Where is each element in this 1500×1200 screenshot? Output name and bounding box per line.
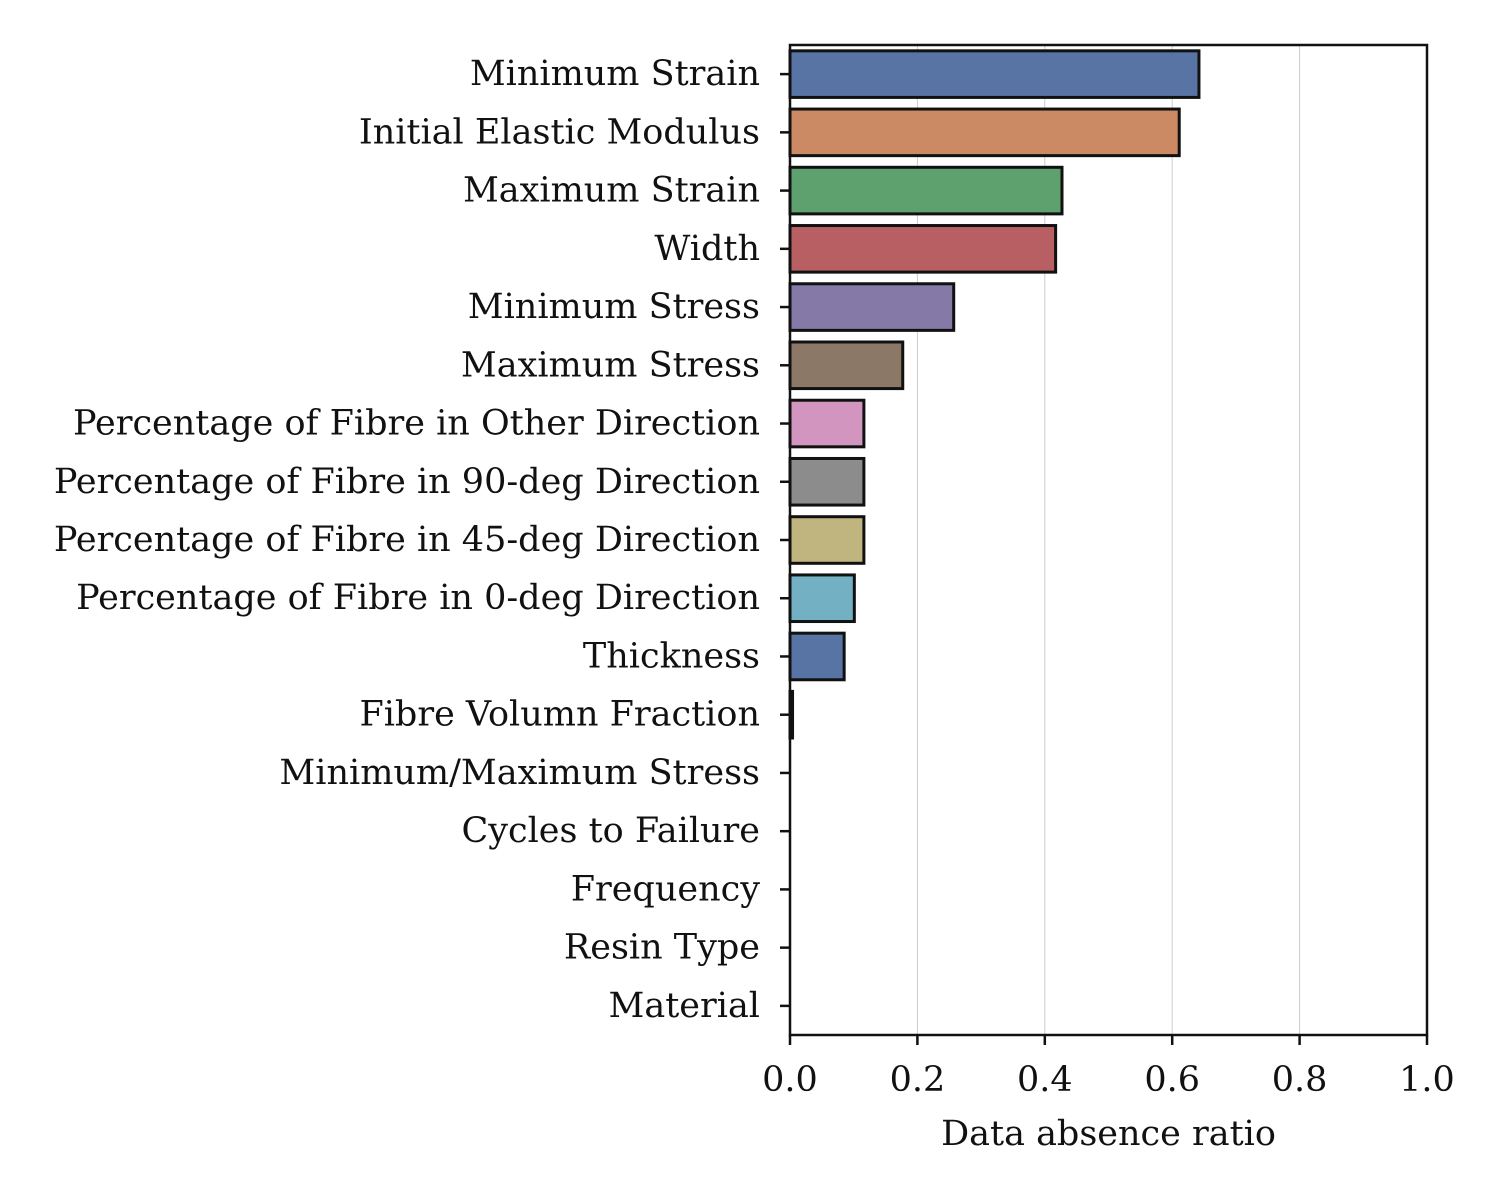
x-tick-label: 0.0 [762, 1060, 818, 1100]
y-tick-label: Percentage of Fibre in 0-deg Direction [76, 578, 760, 618]
bar [788, 631, 846, 682]
y-tick-label: Initial Elastic Modulus [359, 112, 760, 152]
x-tick-label: 0.6 [1144, 1060, 1200, 1100]
y-tick-label: Maximum Strain [463, 171, 760, 211]
bar [788, 573, 856, 624]
bar [788, 49, 1201, 99]
bar [788, 398, 866, 449]
y-tick-label: Width [654, 229, 760, 269]
y-tick-label: Fibre Volumn Fraction [359, 695, 760, 735]
x-axis-title: Data absence ratio [941, 1114, 1276, 1154]
axes [780, 43, 1429, 1045]
bar [788, 282, 956, 332]
x-tick-label: 0.2 [890, 1060, 946, 1100]
x-tick-label: 0.8 [1272, 1060, 1328, 1100]
y-tick-label: Percentage of Fibre in 90-deg Direction [54, 462, 760, 502]
y-tick-label: Material [609, 986, 760, 1026]
y-tick-label: Minimum Stress [468, 287, 760, 327]
bar [788, 515, 866, 565]
y-tick-label: Cycles to Failure [461, 811, 760, 851]
bar [788, 165, 1064, 216]
y-tick-label: Percentage of Fibre in Other Direction [73, 404, 760, 444]
y-tick-label: Minimum Strain [470, 54, 760, 94]
bar [788, 107, 1181, 158]
bar [788, 456, 866, 507]
y-tick-label: Frequency [571, 869, 761, 909]
plot-frame [788, 43, 1429, 1037]
x-tick-label: 1.0 [1399, 1060, 1455, 1100]
x-tick-label: 0.4 [1017, 1060, 1073, 1100]
y-tick-label: Maximum Stress [461, 345, 760, 385]
bar [788, 340, 905, 391]
y-tick-label: Percentage of Fibre in 45-deg Direction [54, 520, 760, 560]
labels: Minimum Strain Initial Elastic Modulus Max… [54, 54, 1455, 1100]
y-tick-label: Minimum/Maximum Stress [279, 753, 760, 793]
y-tick-label: Thickness [583, 636, 760, 676]
y-tick-label: Resin Type [564, 928, 760, 968]
bar [788, 224, 1058, 274]
bars [788, 49, 1201, 740]
